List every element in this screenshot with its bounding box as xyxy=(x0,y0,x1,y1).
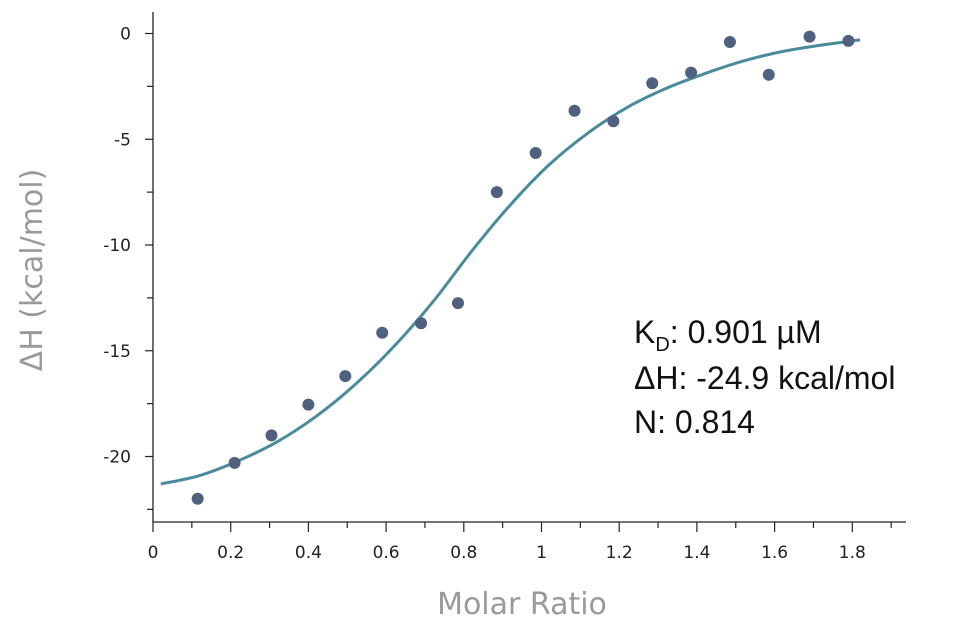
kd-subscript: D xyxy=(655,334,669,356)
x-axis-title: Molar Ratio xyxy=(437,587,607,620)
y-tick-label: -5 xyxy=(114,130,131,150)
data-point xyxy=(723,35,736,48)
x-tick-label: 0.8 xyxy=(450,543,477,563)
n-annotation: N: 0.814 xyxy=(634,404,755,440)
data-point xyxy=(490,186,503,199)
data-point xyxy=(607,115,620,128)
data-point xyxy=(568,104,581,117)
data-point xyxy=(302,398,315,411)
x-tick-label: 1.4 xyxy=(683,543,710,563)
tick-labels-layer: 0 -5 -10 -15 -20 0 0.2 0.4 0.6 0.8 1 1.2 1.4 1.6 1.8 xyxy=(103,25,866,564)
axes xyxy=(145,12,906,532)
kd-symbol: K xyxy=(634,314,655,350)
fit-curve xyxy=(160,38,861,486)
fit-curve-layer xyxy=(160,38,861,486)
data-point xyxy=(228,456,241,469)
y-tick-label: -20 xyxy=(103,448,131,468)
y-tick-label: -10 xyxy=(103,236,131,256)
x-tick-label: 1.6 xyxy=(761,543,788,563)
kd-value: : 0.901 µM xyxy=(670,314,822,350)
x-tick-label: 0.6 xyxy=(373,543,400,563)
data-point xyxy=(339,370,352,383)
x-tick-label: 0.2 xyxy=(217,543,244,563)
kd-annotation: KD: 0.901 µM xyxy=(634,314,822,356)
y-axis-title: ΔH (kcal/mol) xyxy=(15,169,50,372)
x-tick-label: 0 xyxy=(148,543,159,563)
x-tick-label: 1 xyxy=(536,543,547,563)
dh-annotation: ΔH: -24.9 kcal/mol xyxy=(634,360,895,396)
data-point xyxy=(265,429,278,442)
x-tick-label: 0.4 xyxy=(295,543,322,563)
x-tick-label: 1.2 xyxy=(606,543,633,563)
x-tick-label: 1.8 xyxy=(839,543,866,563)
data-point xyxy=(842,34,855,47)
data-point xyxy=(376,326,389,339)
data-point xyxy=(451,297,464,310)
fit-annotation: KD: 0.901 µM ΔH: -24.9 kcal/mol N: 0.814 xyxy=(634,314,895,440)
data-point xyxy=(415,317,428,330)
data-point xyxy=(529,146,542,159)
data-point xyxy=(685,66,698,79)
y-tick-label: 0 xyxy=(120,25,131,45)
data-points-layer xyxy=(191,30,855,505)
data-point xyxy=(646,77,659,90)
data-point xyxy=(191,492,204,505)
y-tick-label: -15 xyxy=(103,342,131,362)
data-point xyxy=(803,30,816,43)
data-point xyxy=(762,68,775,81)
